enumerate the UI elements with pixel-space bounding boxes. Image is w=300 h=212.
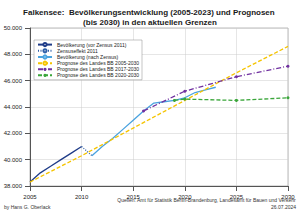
svg-text:Prognose des Landes BB 2020-20: Prognose des Landes BB 2020-2030 [57, 72, 139, 78]
svg-text:2020: 2020 [178, 194, 192, 200]
svg-text:2015: 2015 [127, 194, 141, 200]
svg-text:Quellen: Amt für Statistik Ber: Quellen: Amt für Statistik Berlin-Brande… [117, 197, 296, 203]
svg-text:46.000: 46.000 [4, 78, 23, 84]
svg-text:40.000: 40.000 [4, 157, 23, 163]
svg-text:Prognose des Landes BB 2005-20: Prognose des Landes BB 2005-2030 [57, 60, 139, 66]
svg-text:26.07.2024: 26.07.2024 [271, 204, 296, 210]
svg-text:Bevölkerung (vor Zensus 2011): Bevölkerung (vor Zensus 2011) [57, 42, 127, 48]
svg-text:Prognose des Landes BB 2017-20: Prognose des Landes BB 2017-2030 [57, 66, 139, 73]
svg-text:50.000: 50.000 [4, 25, 23, 31]
svg-text:2030: 2030 [281, 194, 295, 200]
svg-text:2025: 2025 [230, 194, 244, 200]
svg-text:Bevölkerung (nach Zensus): Bevölkerung (nach Zensus) [57, 54, 118, 60]
svg-text:2005: 2005 [23, 194, 37, 200]
svg-text:44.000: 44.000 [4, 104, 23, 110]
svg-text:Zensuseffekt 2011: Zensuseffekt 2011 [57, 48, 98, 54]
svg-text:by Hans G. Oberlack: by Hans G. Oberlack [4, 204, 51, 210]
svg-text:(bis 2030) in den aktuellen Gr: (bis 2030) in den aktuellen Grenzen [83, 18, 217, 27]
svg-text:38.000: 38.000 [4, 183, 23, 189]
svg-text:2010: 2010 [75, 194, 89, 200]
svg-text:48.000: 48.000 [4, 51, 23, 57]
svg-text:Falkensee: Bevölkerungsentwic: Falkensee: Bevölkerungsentwicklung (2005… [23, 8, 277, 17]
svg-text:42.000: 42.000 [4, 130, 23, 136]
